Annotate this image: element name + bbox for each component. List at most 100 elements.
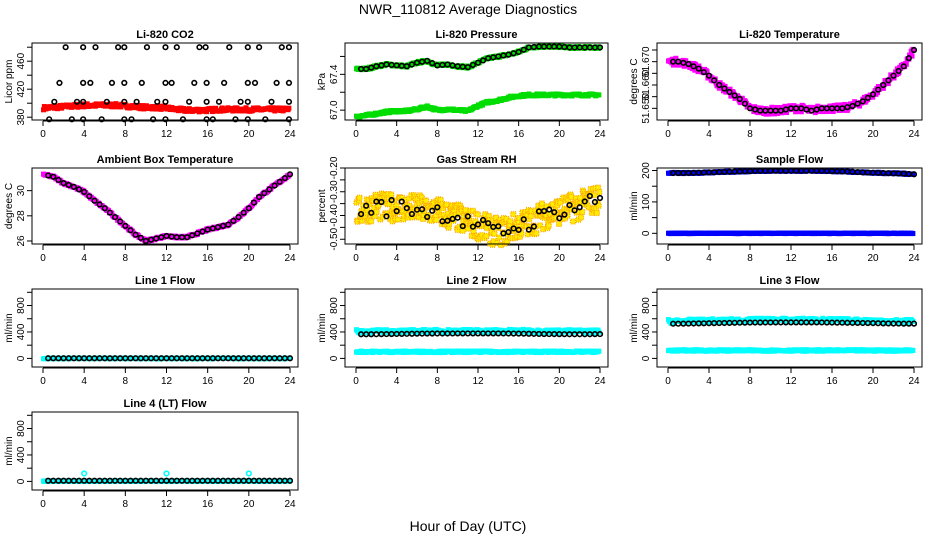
panel-title: Li-820 Temperature [739, 29, 840, 41]
data-point [134, 100, 139, 105]
x-axis-label: Hour of Day (UTC) [410, 518, 527, 534]
series-sample-flow-zero [666, 231, 915, 237]
data-point [174, 45, 179, 50]
data-point [88, 81, 93, 86]
y-axis-label: ml/min [629, 313, 640, 342]
x-tick-label: 20 [243, 499, 255, 510]
data-point [52, 100, 57, 105]
data-point [122, 81, 127, 86]
data-point [145, 45, 150, 50]
data-point [122, 100, 127, 105]
data-point [246, 117, 251, 122]
data-point [287, 117, 292, 122]
data-point [399, 199, 404, 204]
x-tick-label: 12 [472, 376, 484, 387]
x-tick-label: 4 [394, 376, 400, 387]
x-tick-label: 24 [908, 376, 920, 387]
data-point [116, 45, 121, 50]
x-tick-label: 16 [513, 129, 525, 140]
data-point [81, 117, 86, 122]
data-point [99, 117, 104, 122]
data-point [534, 231, 539, 236]
data-point [597, 190, 602, 195]
data-point [577, 332, 582, 337]
x-tick-label: 12 [785, 129, 797, 140]
data-point [578, 195, 583, 200]
plot-frame [657, 289, 922, 367]
x-tick-label: 20 [554, 129, 566, 140]
data-point [204, 81, 209, 86]
y-tick-label: 400 [641, 323, 652, 340]
x-tick-label: 16 [826, 253, 838, 264]
x-tick-label: 4 [706, 253, 712, 264]
series-line3-raw-low [666, 347, 915, 354]
x-tick-label: 12 [161, 129, 173, 140]
x-tick-label: 0 [665, 376, 671, 387]
x-tick-label: 24 [284, 129, 296, 140]
x-tick-label: 0 [40, 499, 46, 510]
data-point [286, 106, 291, 111]
x-tick-label: 16 [513, 376, 525, 387]
data-point [181, 117, 186, 122]
y-axis-label: degrees C [629, 58, 640, 104]
data-point [204, 100, 209, 105]
panel-title: Sample Flow [756, 154, 824, 166]
data-point [163, 45, 168, 50]
data-point [596, 185, 601, 190]
data-point [547, 207, 552, 212]
y-axis-label: percent [317, 189, 328, 223]
x-tick-label: 0 [40, 129, 46, 140]
x-tick-label: 4 [81, 499, 87, 510]
data-point [287, 45, 292, 50]
x-tick-label: 12 [785, 376, 797, 387]
series-ambient-avg [46, 172, 292, 243]
y-axis-label: Licor ppm [4, 60, 15, 104]
x-tick-label: 0 [665, 253, 671, 264]
x-tick-label: 0 [353, 129, 359, 140]
data-point [57, 81, 62, 86]
y-tick-label: 67.0 [329, 100, 340, 120]
x-tick-label: 24 [594, 129, 606, 140]
y-tick-label: 0 [16, 355, 27, 361]
data-point [269, 100, 274, 105]
y-tick-label: 400 [329, 323, 340, 340]
data-point [528, 214, 533, 219]
data-point [546, 223, 551, 228]
y-tick-label: -0.30 [329, 180, 340, 203]
data-point [192, 81, 197, 86]
x-tick-label: 24 [908, 129, 920, 140]
data-point [374, 332, 379, 337]
x-tick-label: 24 [908, 253, 920, 264]
data-point [484, 233, 489, 238]
y-tick-label: 100 [641, 193, 652, 210]
data-point [70, 117, 75, 122]
data-point [140, 81, 145, 86]
y-axis-label: ml/min [4, 436, 15, 465]
x-tick-label: 16 [202, 376, 214, 387]
x-tick-label: 0 [40, 376, 46, 387]
plot-frame [32, 168, 298, 244]
x-tick-label: 0 [353, 253, 359, 264]
y-tick-label: 800 [641, 297, 652, 314]
panel-title: Line 3 Flow [760, 275, 820, 287]
panel-title: Line 4 (LT) Flow [124, 398, 207, 410]
x-tick-label: 4 [81, 129, 87, 140]
y-tick-label: -0.50 [329, 227, 340, 250]
data-point [374, 209, 379, 214]
x-tick-label: 4 [81, 253, 87, 264]
x-tick-label: 16 [513, 253, 525, 264]
x-tick-label: 12 [785, 253, 797, 264]
y-tick-label: 0 [641, 355, 652, 361]
data-point [558, 200, 563, 205]
x-tick-label: 8 [435, 129, 441, 140]
plot-frame [32, 289, 298, 367]
panel-title: Line 1 Flow [135, 275, 195, 287]
y-tick-label: 67.4 [329, 64, 340, 84]
data-point [204, 117, 209, 122]
data-point [227, 45, 232, 50]
data-point [129, 117, 134, 122]
data-point [578, 215, 583, 220]
